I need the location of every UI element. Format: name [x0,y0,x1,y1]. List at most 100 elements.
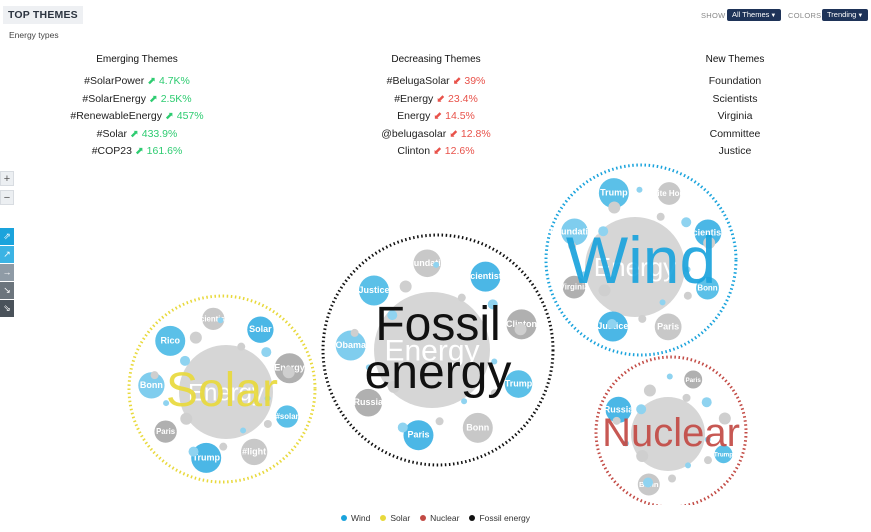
minor-topic-bubble[interactable] [237,342,246,351]
trend-up-icon[interactable]: ↗ [0,246,14,263]
minor-topic-bubble[interactable] [261,347,272,358]
topic-bubble[interactable]: Scientists [687,219,730,247]
topic-bubble[interactable]: #light [241,438,268,466]
minor-topic-bubble[interactable] [643,477,654,488]
topic-bubble[interactable]: Solar [247,316,274,343]
zoom-in-button[interactable]: + [0,171,14,186]
minor-topic-bubble[interactable] [598,284,611,297]
minor-topic-bubble[interactable] [606,318,617,329]
colors-dropdown[interactable]: Trending▼ [822,9,869,21]
minor-topic-bubble[interactable] [703,236,716,249]
trend-down-strong-icon[interactable]: ⇘ [0,300,14,317]
minor-topic-bubble[interactable] [487,299,498,310]
nuclear-cluster[interactable]: TrumpBonnRussiaParisNuclear [594,355,748,505]
minor-topic-bubble[interactable] [636,450,649,463]
topic-bubble[interactable]: Bonn [696,276,719,300]
theme-row[interactable]: @belugasolar ⬋ 12.8% [316,126,556,144]
theme-row[interactable]: Scientists [615,91,855,109]
legend-item[interactable]: Fossil energy [469,513,530,523]
minor-topic-bubble[interactable] [580,271,587,278]
minor-topic-bubble[interactable] [683,291,692,300]
topic-bubble[interactable]: Justice [358,275,390,306]
theme-row[interactable]: #BelugaSolar ⬋ 39% [316,73,556,91]
topic-bubble[interactable]: Bonn [462,412,493,443]
topic-bubble[interactable]: Virginia [560,275,590,299]
fossil-main-bubble[interactable] [374,292,490,408]
minor-topic-bubble[interactable] [668,474,677,483]
minor-topic-bubble[interactable] [433,261,440,268]
minor-topic-bubble[interactable] [638,314,647,323]
trend-up-strong-icon[interactable]: ⇗ [0,228,14,245]
legend-item[interactable]: Solar [380,513,410,523]
minor-topic-bubble[interactable] [461,398,468,405]
minor-topic-bubble[interactable] [180,412,193,425]
topic-bubble[interactable]: Trump [598,178,629,209]
minor-topic-bubble[interactable] [703,456,712,465]
minor-topic-bubble[interactable] [718,412,731,425]
theme-row[interactable]: Committee [615,126,855,144]
topic-bubble[interactable]: Obama [335,330,367,361]
minor-topic-bubble[interactable] [365,364,372,371]
show-dropdown[interactable]: All Themes▼ [727,9,782,21]
theme-row[interactable]: #COP23 ⬈ 161.6% [17,143,257,161]
minor-topic-bubble[interactable] [263,419,272,428]
theme-row[interactable]: Energy ⬋ 14.5% [316,108,556,126]
theme-bubble-chart[interactable]: Energy Bonn Paris Justice Virginia Foundation… [0,160,871,505]
topic-bubble[interactable]: White House [645,182,694,205]
nuclear-main-bubble[interactable] [631,397,705,471]
topic-bubble[interactable]: #solar [276,405,299,428]
solar-cluster[interactable]: Energy #solar #light Trump Paris Bonn Rico Scie… [127,294,317,484]
topic-bubble[interactable]: Paris [154,420,177,443]
topic-bubble[interactable]: Paris [684,370,703,389]
minor-topic-bubble[interactable] [264,395,271,402]
theme-row[interactable]: #SolarPower ⬈ 4.7K% [17,73,257,91]
minor-topic-bubble[interactable] [435,417,444,426]
theme-row[interactable]: Clinton ⬋ 12.6% [316,143,556,161]
legend-item[interactable]: Wind [340,513,370,523]
trend-flat-icon[interactable]: → [0,264,14,281]
minor-topic-bubble[interactable] [656,212,665,221]
minor-topic-bubble[interactable] [180,355,191,366]
minor-topic-bubble[interactable] [643,384,656,397]
minor-topic-bubble[interactable] [457,293,466,302]
minor-topic-bubble[interactable] [397,422,408,433]
topic-bubble[interactable]: Paris [403,420,434,451]
minor-topic-bubble[interactable] [704,436,711,443]
minor-topic-bubble[interactable] [387,310,398,321]
minor-topic-bubble[interactable] [240,427,247,434]
minor-topic-bubble[interactable] [189,331,202,344]
topic-bubble[interactable]: Russia [354,388,385,417]
minor-topic-bubble[interactable] [399,280,412,293]
minor-topic-bubble[interactable] [217,317,224,324]
minor-topic-bubble[interactable] [387,380,400,393]
topic-bubble[interactable]: Bonn [138,372,165,399]
minor-topic-bubble[interactable] [188,446,199,457]
topic-bubble[interactable]: Foundation [403,249,452,278]
minor-topic-bubble[interactable] [282,366,295,379]
zoom-out-button[interactable]: − [0,190,14,205]
minor-topic-bubble[interactable] [490,389,499,398]
topic-bubble[interactable]: Trump [191,442,222,473]
minor-topic-bubble[interactable] [636,404,647,415]
minor-topic-bubble[interactable] [666,373,673,380]
wind-cluster[interactable]: EnergyBonnParisJusticeVirginiaFoundation… [544,163,738,357]
minor-topic-bubble[interactable] [491,358,498,365]
minor-topic-bubble[interactable] [598,226,609,237]
minor-topic-bubble[interactable] [612,416,621,425]
topic-bubble[interactable]: Scientists [195,307,232,331]
topic-bubble[interactable]: Russia [604,396,635,423]
theme-row[interactable]: Justice [615,143,855,161]
topic-bubble[interactable]: Trump [504,370,533,398]
trend-down-icon[interactable]: ↘ [0,282,14,299]
topic-bubble[interactable]: Foundation [550,218,599,246]
solar-main-bubble[interactable] [179,345,273,439]
minor-topic-bubble[interactable] [684,266,691,273]
minor-topic-bubble[interactable] [622,440,629,447]
topic-bubble[interactable]: Trump [714,445,733,464]
theme-row[interactable]: Virginia [615,108,855,126]
minor-topic-bubble[interactable] [514,323,527,336]
minor-topic-bubble[interactable] [350,328,359,337]
legend-item[interactable]: Nuclear [420,513,459,523]
minor-topic-bubble[interactable] [636,186,643,193]
theme-row[interactable]: #Solar ⬈ 433.9% [17,126,257,144]
